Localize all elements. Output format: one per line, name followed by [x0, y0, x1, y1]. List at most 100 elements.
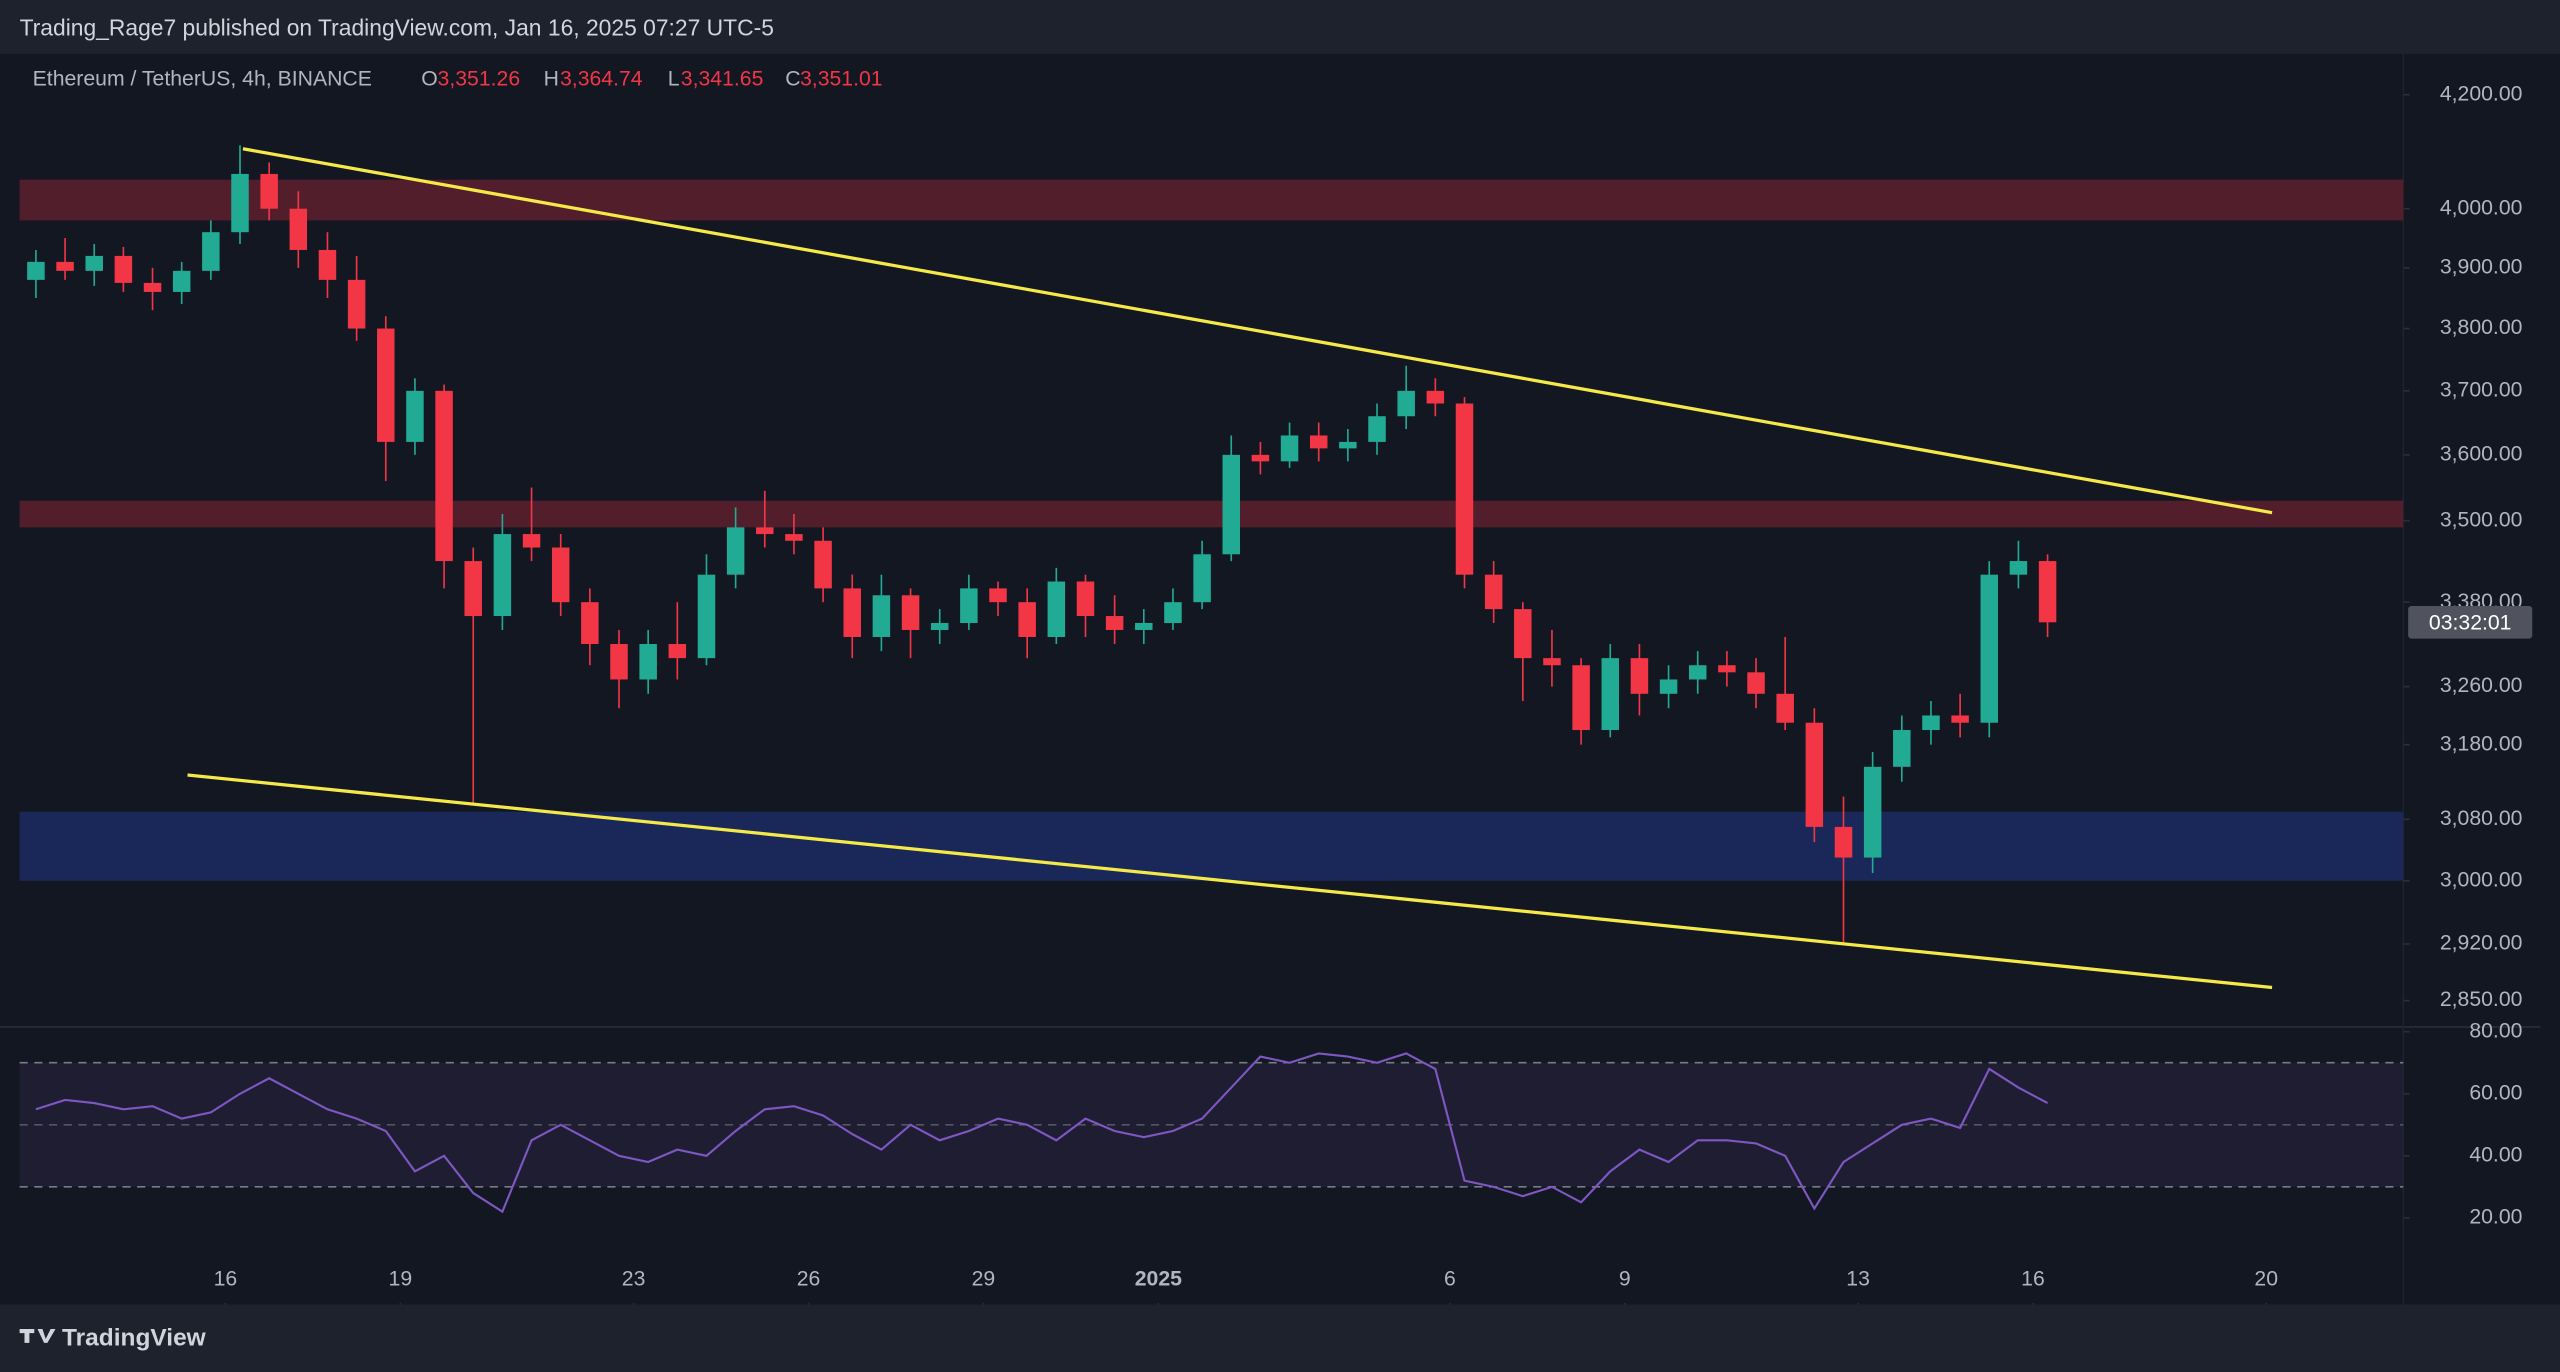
- countdown: 03:32:01: [2429, 612, 2512, 635]
- candle-body: [1047, 581, 1066, 637]
- candle-body: [27, 261, 45, 280]
- ohlc-value: 3,351.01: [800, 68, 883, 91]
- candle-body: [1893, 730, 1911, 767]
- candle-body: [1251, 454, 1270, 462]
- candle-body: [1455, 403, 1474, 575]
- candle-body: [56, 261, 74, 271]
- ohlc-value: 3,364.74: [560, 68, 643, 91]
- candle-body: [989, 588, 1007, 603]
- x-tick-label: 6: [1444, 1268, 1456, 1291]
- y-tick-label: 4,200.00: [2440, 82, 2523, 105]
- countdown-box: [2408, 605, 2533, 639]
- candle-body: [1776, 693, 1794, 723]
- candle-body: [1484, 574, 1503, 610]
- candle-body: [1601, 658, 1620, 731]
- ohlc-key: C: [785, 68, 800, 91]
- y-tick-label: 2,920.00: [2440, 932, 2523, 955]
- candle-body: [551, 547, 570, 603]
- x-tick-label: 16: [214, 1268, 238, 1291]
- candle-body: [1980, 574, 1999, 723]
- candle-body: [785, 534, 803, 541]
- ohlc-key: O: [421, 68, 438, 91]
- y-tick-label: 3,800.00: [2440, 316, 2523, 339]
- y-tick-label: 20.00: [2469, 1205, 2522, 1228]
- x-tick-label: 20: [2254, 1268, 2278, 1291]
- candle-body: [289, 208, 308, 250]
- candle-body: [610, 644, 628, 680]
- candle-body: [1630, 658, 1649, 694]
- ohlc-value: 3,341.65: [681, 68, 764, 91]
- y-tick-label: 3,600.00: [2440, 442, 2523, 465]
- candle-body: [1718, 665, 1736, 673]
- y-tick-label: 3,500.00: [2440, 508, 2523, 531]
- candle-body: [901, 595, 920, 630]
- y-tick-label: 4,000.00: [2440, 196, 2523, 219]
- candle-body: [930, 622, 949, 630]
- y-tick-label: 3,180.00: [2440, 732, 2523, 755]
- candle-body: [1368, 416, 1386, 442]
- y-tick-label: 3,080.00: [2440, 807, 2523, 830]
- x-tick-label: 23: [622, 1268, 646, 1291]
- candle-body: [1339, 441, 1357, 449]
- symbol: Ethereum / TetherUS, 4h, BINANCE: [33, 68, 372, 91]
- footer-bar: [0, 1304, 2560, 1372]
- candle-body: [114, 255, 133, 283]
- candle-body: [1135, 622, 1153, 630]
- candle-body: [493, 534, 512, 617]
- ohlc-value: 3,351.26: [438, 68, 521, 91]
- candle-body: [1426, 390, 1445, 404]
- trendline: [242, 147, 2273, 515]
- logo-mark: [19, 1329, 56, 1343]
- candle-body: [814, 540, 832, 589]
- trendline: [187, 773, 2273, 990]
- brand: TradingView: [62, 1324, 207, 1351]
- candle-body: [377, 328, 395, 442]
- candle-body: [464, 561, 482, 617]
- y-tick-label: 60.00: [2469, 1081, 2522, 1104]
- candle-body: [1688, 665, 1707, 680]
- candle-body: [1659, 679, 1678, 694]
- candle-body: [260, 173, 278, 209]
- candle-body: [1572, 665, 1590, 731]
- candle-body: [2009, 561, 2028, 575]
- candle-body: [1747, 672, 1765, 694]
- x-tick-label: 13: [1846, 1268, 1870, 1291]
- candle-body: [1951, 715, 1969, 723]
- candle-body: [231, 173, 249, 233]
- candle-body: [843, 588, 861, 637]
- candle-body: [1514, 609, 1532, 659]
- candle-body: [1164, 602, 1182, 623]
- zone: [19, 811, 2404, 881]
- x-tick-label: 2025: [1135, 1268, 1182, 1291]
- candle-body: [1105, 616, 1124, 630]
- y-tick-label: 3,000.00: [2440, 868, 2523, 891]
- rsi-line: [35, 1052, 2049, 1214]
- candle-body: [1397, 390, 1415, 417]
- logo: TradingView: [19, 1324, 207, 1351]
- candle-body: [1018, 602, 1036, 637]
- publisher: Trading_Rage7 published on TradingView.c…: [20, 14, 774, 40]
- candle-body: [1193, 554, 1211, 603]
- top-bar: [0, 0, 2560, 54]
- zone: [19, 500, 2404, 528]
- candle-body: [872, 595, 891, 637]
- candle-body: [1076, 581, 1095, 617]
- candle-body: [1834, 826, 1853, 858]
- candle-body: [668, 644, 687, 659]
- candle-body: [1543, 658, 1561, 666]
- candle-body: [1863, 766, 1882, 858]
- x-tick-label: 26: [797, 1268, 821, 1291]
- y-tick-label: 3,260.00: [2440, 674, 2523, 697]
- x-tick-label: 19: [389, 1268, 413, 1291]
- candle-body: [1309, 435, 1328, 449]
- y-tick-label: 2,850.00: [2440, 988, 2523, 1011]
- ohlc-key: H: [544, 68, 559, 91]
- x-tick-label: 16: [2021, 1268, 2045, 1291]
- candle-body: [85, 255, 103, 271]
- candle-body: [1280, 435, 1299, 462]
- candle-body: [697, 574, 716, 659]
- candle-body: [406, 390, 424, 442]
